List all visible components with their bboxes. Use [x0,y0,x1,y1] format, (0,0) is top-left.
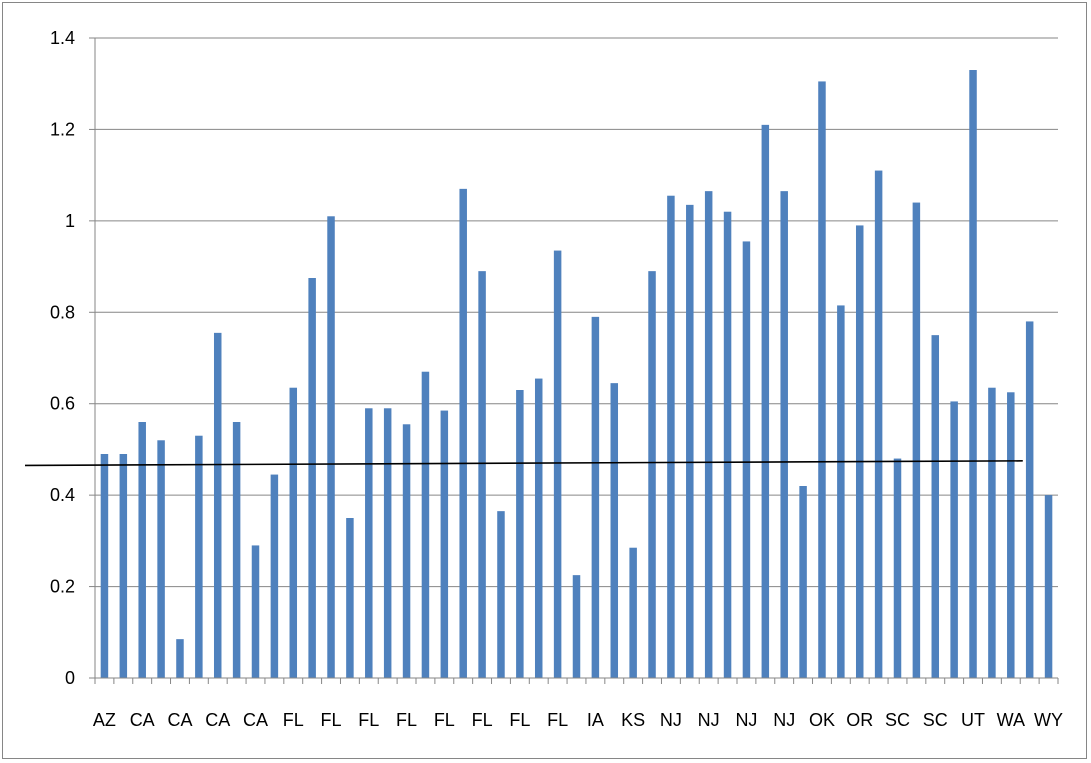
bar [629,547,637,678]
y-tick-label: 0 [65,668,75,688]
x-tick-label: CA [167,710,192,730]
x-tick-label: OK [809,710,835,730]
trendline-group [24,460,1023,467]
bar [138,422,146,678]
bar [516,390,524,678]
bar [1044,495,1053,678]
bar [213,332,222,678]
bar [799,486,807,678]
x-tick-label: FL [283,710,304,730]
bar [346,518,354,678]
bar [742,241,751,678]
y-tick-label: 0.4 [50,485,75,505]
x-tick-label: SC [885,710,910,730]
x-tick-label: WA [997,710,1025,730]
x-tick-label: OR [846,710,873,730]
y-tick-label: 0.8 [50,302,75,322]
y-tick-label: 1.4 [50,28,75,48]
x-tick-label: IA [587,710,604,730]
tick-labels: 0 0.2 0.4 0.6 0.8 1 1.2 1.4 AZ CA CA CA CA FL FL FL FL FL… [50,28,1063,730]
bar [1007,392,1015,678]
bar [289,387,298,678]
x-tick-label: NJ [698,710,720,730]
bar [459,188,467,678]
bar [308,278,316,678]
x-tick-label: FL [472,710,493,730]
bar [421,371,430,678]
bar [440,410,449,678]
bar [837,305,845,678]
bar [969,70,977,678]
bar [855,225,864,678]
x-tick-label: FL [547,710,568,730]
x-tick-label: KS [621,710,645,730]
bar [195,435,203,678]
bar [478,271,486,678]
bar [572,575,581,678]
bar [402,424,411,678]
bar [610,383,619,678]
x-tick-label: FL [321,710,342,730]
bar [912,202,921,679]
bar [534,378,543,678]
x-tick-label: FL [358,710,379,730]
axes [89,37,1059,684]
bar [1025,321,1034,678]
x-tick-label: NJ [735,710,757,730]
y-tick-label: 0.6 [50,394,75,414]
x-tick-label: AZ [93,710,116,730]
bar [818,81,826,678]
bar [723,211,732,678]
bar [893,458,902,678]
bar [232,422,241,678]
bar [591,316,600,678]
bar-chart: 0 0.2 0.4 0.6 0.8 1 1.2 1.4 AZ CA CA CA CA FL FL FL FL FL… [24,28,1063,730]
bar [100,454,109,678]
x-tick-label: FL [509,710,530,730]
gridlines [95,37,1058,588]
bars [100,70,1053,679]
bar [383,408,392,678]
x-tick-label: SC [923,710,948,730]
y-tick-label: 1 [65,211,75,231]
bar [365,408,373,678]
bar [648,271,656,678]
bar [704,191,713,678]
bar [270,474,279,678]
bar [157,440,165,678]
bar [119,454,128,678]
x-tick-label: FL [396,710,417,730]
bar [553,250,562,679]
bar [497,511,505,678]
bar [988,387,996,678]
x-tick-label: WY [1034,710,1063,730]
x-tick-label: FL [434,710,455,730]
x-tick-label: NJ [773,710,795,730]
bar [251,545,260,678]
bar [686,204,694,678]
bar [327,216,335,679]
bar [950,401,958,678]
bar [761,124,770,679]
x-tick-label: CA [243,710,268,730]
y-tick-label: 0.2 [50,577,75,597]
bar [874,170,883,679]
bar [667,195,675,678]
trendline [24,460,1023,467]
bar [780,191,788,678]
bar [176,639,184,678]
bar [931,335,940,678]
y-tick-label: 1.2 [50,119,75,139]
x-tick-label: CA [130,710,155,730]
x-tick-label: UT [961,710,985,730]
x-tick-label: CA [205,710,230,730]
x-tick-label: NJ [660,710,682,730]
